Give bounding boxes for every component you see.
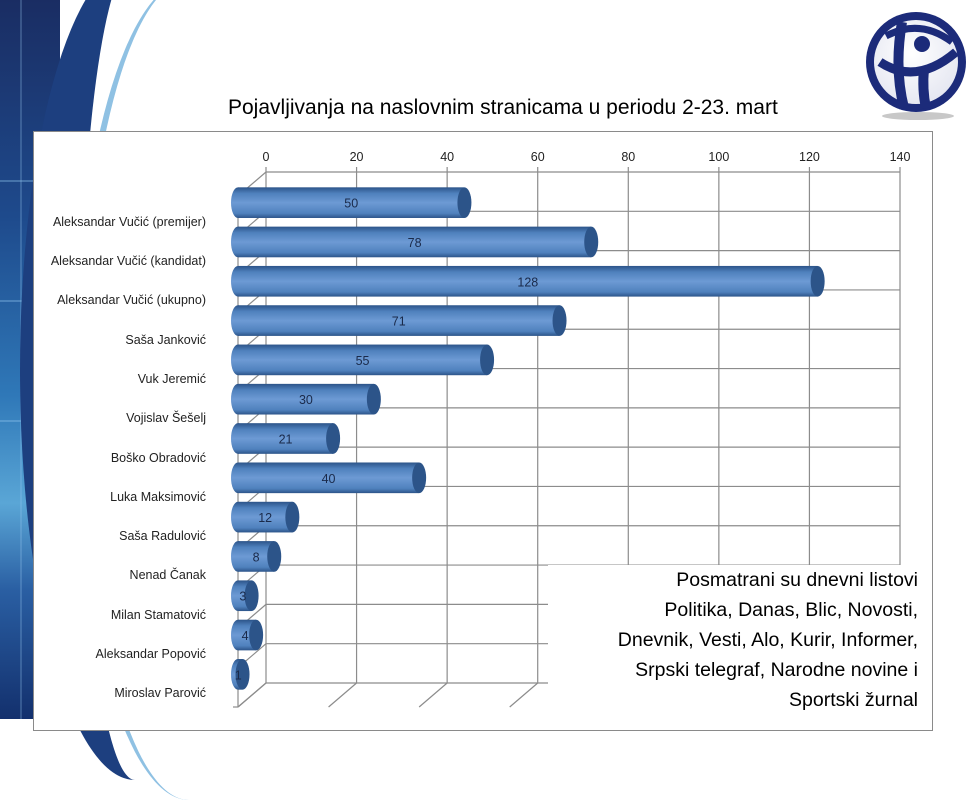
x-tick-label: 80: [621, 150, 636, 164]
category-label: Saša Radulović: [119, 529, 206, 544]
note-line: Sportski žurnal: [789, 689, 918, 711]
x-tick-label: 100: [708, 150, 730, 164]
bar-value-label: 21: [279, 433, 293, 447]
x-tick-label: 120: [798, 150, 820, 164]
bar-value-label: 50: [344, 197, 358, 211]
bar: 30: [231, 383, 381, 415]
category-label: Nenad Čanak: [129, 568, 206, 583]
category-label: Luka Maksimović: [110, 489, 206, 504]
category-label: Saša Janković: [125, 332, 206, 347]
note-line: Politika, Danas, Blic, Novosti,: [664, 599, 918, 621]
bar-value-label: 3: [239, 590, 246, 604]
bar-value-label: 4: [242, 629, 249, 643]
chart-title: Pojavljivanja na naslovnim stranicama u …: [228, 96, 778, 119]
category-label: Vojislav Šešelj: [126, 411, 206, 426]
bar-value-label: 12: [258, 511, 272, 525]
bar-value-label: 128: [517, 275, 538, 289]
bar: 128: [231, 265, 825, 297]
category-label: Boško Obradović: [110, 450, 206, 465]
category-label: Aleksandar Popović: [95, 647, 206, 662]
bar: 78: [231, 226, 599, 258]
bar-value-label: 40: [322, 472, 336, 486]
category-label: Vuk Jeremić: [137, 371, 206, 386]
bar: 50: [231, 187, 472, 218]
note-line: Srpski telegraf, Narodne novine i: [635, 659, 918, 681]
bar: 1: [231, 659, 250, 690]
note-line: Posmatrani su dnevni listovi: [676, 569, 918, 591]
bar-value-label: 55: [356, 354, 370, 368]
bar: 55: [231, 344, 495, 376]
x-tick-label: 20: [349, 150, 364, 164]
bar-value-label: 71: [392, 315, 406, 329]
source-note: Posmatrani su dnevni listovi Politika, D…: [548, 565, 918, 715]
bar: 8: [231, 541, 282, 572]
bar: 12: [231, 501, 300, 533]
transparency-logo-icon: [860, 8, 972, 120]
bar-value-label: 30: [299, 393, 313, 407]
x-tick-label: 0: [262, 150, 270, 164]
bar: 3: [231, 580, 259, 612]
bar: 4: [231, 619, 264, 651]
x-tick-label: 60: [530, 150, 545, 164]
note-line: Dnevnik, Vesti, Alo, Kurir, Informer,: [617, 629, 918, 651]
bar: 40: [231, 462, 427, 494]
x-tick-label: 40: [440, 150, 455, 164]
category-label: Aleksandar Vučić (ukupno): [57, 293, 206, 308]
x-tick-label: 140: [889, 150, 911, 164]
category-label: Aleksandar Vučić (kandidat): [50, 253, 206, 268]
category-label: Milan Stamatović: [110, 607, 206, 622]
bar-value-label: 1: [235, 668, 242, 682]
category-label: Aleksandar Vučić (premijer): [52, 214, 206, 229]
bar-value-label: 8: [253, 550, 260, 564]
bar-value-label: 78: [408, 236, 422, 250]
bar: 71: [231, 305, 567, 336]
category-label: Miroslav Parović: [114, 686, 206, 701]
bar: 21: [231, 423, 341, 454]
